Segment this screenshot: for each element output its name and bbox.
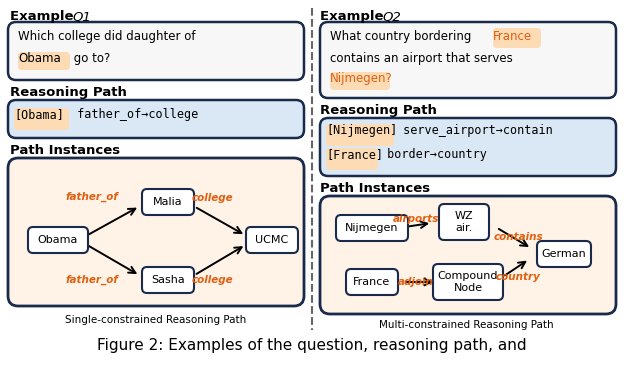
Text: German: German: [542, 249, 587, 259]
FancyBboxPatch shape: [28, 227, 88, 253]
Text: Figure 2: Examples of the question, reasoning path, and: Figure 2: Examples of the question, reas…: [97, 338, 527, 353]
Text: Example: Example: [320, 10, 388, 23]
Text: Obama: Obama: [18, 52, 61, 65]
Text: Nijmegen: Nijmegen: [345, 223, 399, 233]
Text: [Nijmegen]: [Nijmegen]: [326, 124, 397, 137]
FancyBboxPatch shape: [14, 108, 69, 130]
Text: college: college: [191, 193, 233, 203]
FancyBboxPatch shape: [246, 227, 298, 253]
Text: Malia: Malia: [153, 197, 183, 207]
FancyBboxPatch shape: [326, 148, 378, 170]
Text: Reasoning Path: Reasoning Path: [320, 104, 437, 117]
FancyBboxPatch shape: [8, 100, 304, 138]
Text: [France]: [France]: [326, 148, 383, 161]
Text: border→country: border→country: [380, 148, 487, 161]
Text: father_of: father_of: [66, 275, 119, 285]
Text: Multi-constrained Reasoning Path: Multi-constrained Reasoning Path: [379, 320, 553, 330]
Text: Obama: Obama: [38, 235, 78, 245]
Text: Compound
Node: Compound Node: [438, 271, 498, 293]
FancyBboxPatch shape: [142, 189, 194, 215]
Text: Path Instances: Path Instances: [10, 144, 120, 157]
FancyBboxPatch shape: [336, 215, 408, 241]
FancyBboxPatch shape: [320, 22, 616, 98]
Text: father_of: father_of: [66, 192, 119, 202]
Text: college: college: [191, 275, 233, 285]
FancyBboxPatch shape: [142, 267, 194, 293]
Text: airports: airports: [393, 214, 439, 224]
Text: [Obama]: [Obama]: [14, 108, 64, 121]
Text: contains: contains: [493, 232, 543, 242]
Text: Single-constrained Reasoning Path: Single-constrained Reasoning Path: [66, 315, 246, 325]
Text: Example: Example: [10, 10, 78, 23]
Text: country: country: [495, 272, 540, 282]
FancyBboxPatch shape: [433, 264, 503, 300]
FancyBboxPatch shape: [537, 241, 591, 267]
FancyBboxPatch shape: [320, 196, 616, 314]
Text: Q1: Q1: [72, 10, 90, 23]
Text: serve_airport→contain: serve_airport→contain: [396, 124, 553, 137]
FancyBboxPatch shape: [439, 204, 489, 240]
FancyBboxPatch shape: [18, 52, 70, 70]
Text: contains an airport that serves: contains an airport that serves: [330, 52, 513, 65]
Text: France: France: [493, 30, 532, 43]
FancyBboxPatch shape: [8, 158, 304, 306]
Text: France: France: [353, 277, 391, 287]
Text: adjoin: adjoin: [398, 277, 434, 287]
Text: Sasha: Sasha: [151, 275, 185, 285]
FancyBboxPatch shape: [326, 124, 394, 146]
FancyBboxPatch shape: [346, 269, 398, 295]
FancyBboxPatch shape: [330, 72, 390, 90]
Text: Reasoning Path: Reasoning Path: [10, 86, 127, 99]
Text: WZ
air.: WZ air.: [455, 211, 474, 233]
Text: What country bordering: What country bordering: [330, 30, 475, 43]
Text: father_of→college: father_of→college: [70, 108, 198, 121]
Text: Path Instances: Path Instances: [320, 182, 430, 195]
Text: go to?: go to?: [70, 52, 110, 65]
FancyBboxPatch shape: [320, 118, 616, 176]
Text: Q2: Q2: [382, 10, 401, 23]
FancyBboxPatch shape: [8, 22, 304, 80]
Text: Nijmegen?: Nijmegen?: [330, 72, 392, 85]
Text: UCMC: UCMC: [255, 235, 289, 245]
Text: Which college did daughter of: Which college did daughter of: [18, 30, 195, 43]
FancyBboxPatch shape: [493, 28, 541, 48]
